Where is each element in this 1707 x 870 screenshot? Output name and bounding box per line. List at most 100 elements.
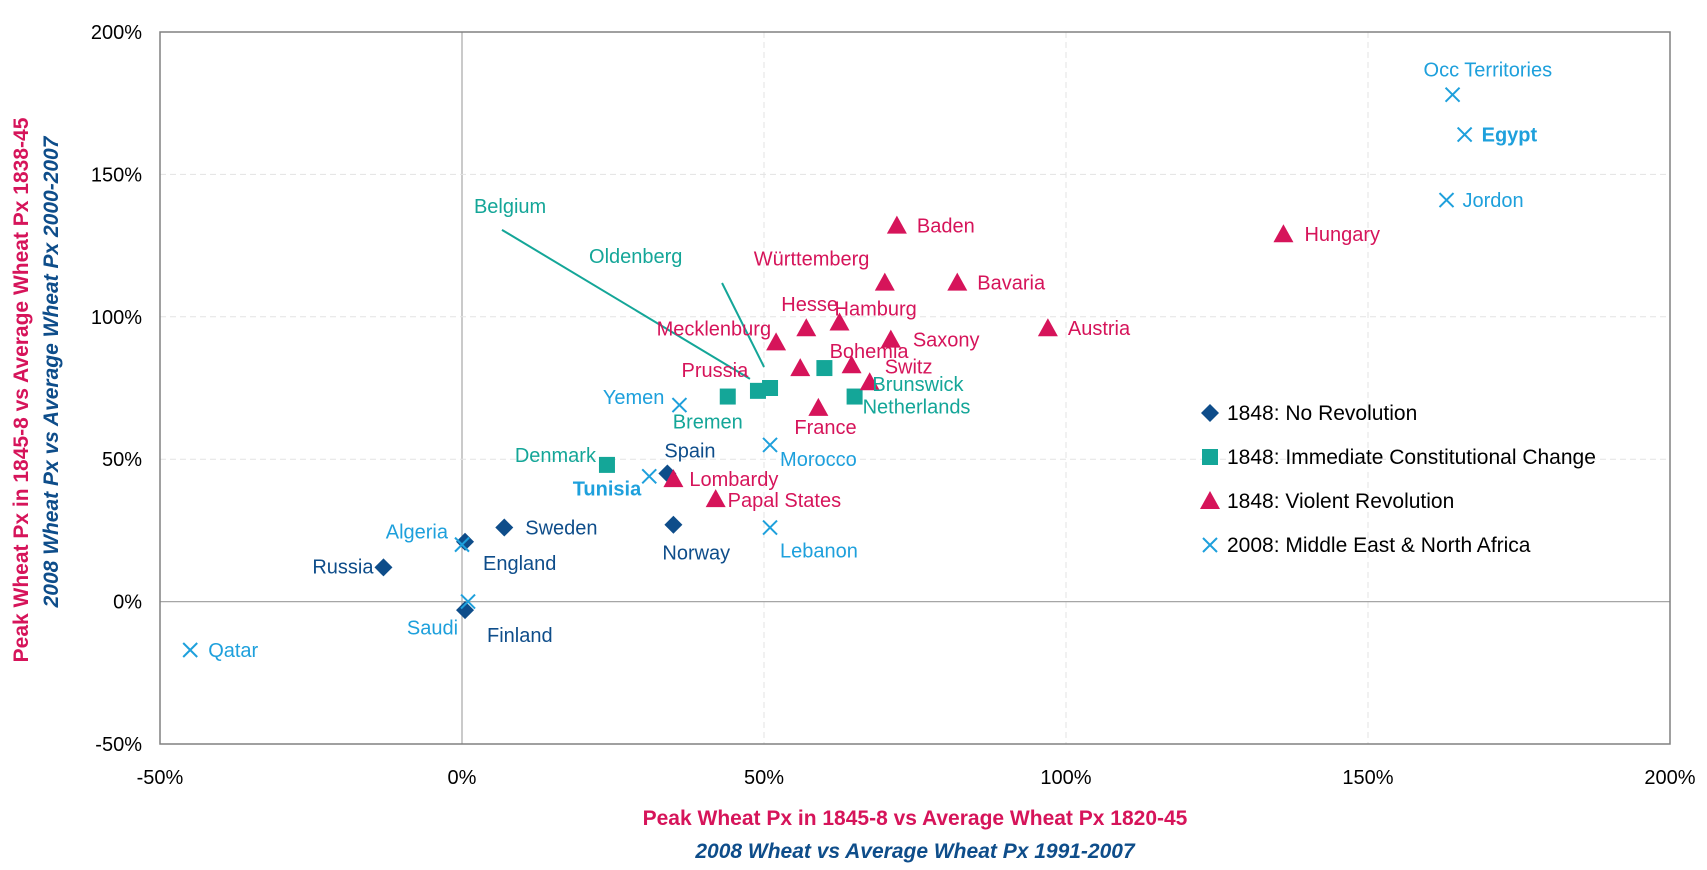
bavaria-label: Bavaria	[977, 273, 1046, 295]
legend-label: 1848: No Revolution	[1227, 402, 1417, 425]
legend-x-icon	[1202, 537, 1218, 553]
bavaria-marker	[947, 272, 968, 291]
bremen-marker	[719, 388, 736, 405]
jordon-label: Jordon	[1463, 190, 1524, 212]
france-marker	[808, 397, 829, 416]
oldenberg-leader-line	[721, 282, 765, 368]
lebanon-label: Lebanon	[780, 541, 858, 563]
legend-triangle-icon	[1200, 491, 1220, 509]
x-tick-label: -50%	[137, 767, 184, 789]
wurttemberg-label: Württemberg	[754, 249, 870, 271]
y-tick-label: 50%	[102, 449, 142, 471]
austria-marker	[1037, 318, 1058, 337]
y-tick-label: 150%	[91, 164, 142, 186]
wurttemberg-marker	[874, 272, 895, 291]
papal-states-label: Papal States	[728, 490, 841, 512]
bohemia-label: Bohemia	[830, 341, 910, 363]
mecklenburg-marker	[766, 332, 787, 351]
france-label: France	[794, 417, 856, 439]
plot-area-border	[159, 31, 1671, 745]
brunswick-label: Brunswick	[872, 374, 964, 396]
netherlands-marker	[846, 388, 863, 405]
y-tick-label: -50%	[95, 734, 142, 756]
x-tick-label: 100%	[1040, 767, 1091, 789]
jordon-marker	[1438, 192, 1455, 208]
mecklenburg-label: Mecklenburg	[657, 318, 772, 340]
algeria-marker	[454, 536, 470, 553]
saxony-marker	[880, 329, 901, 348]
algeria-label: Algeria	[386, 522, 449, 544]
papal-states-marker	[705, 489, 726, 508]
yemen-label: Yemen	[603, 387, 665, 409]
morocco-marker	[762, 437, 778, 453]
occ-territories-label: Occ Territories	[1424, 60, 1553, 82]
bohemia-marker	[841, 355, 862, 374]
russia-label: Russia	[312, 556, 374, 578]
legend-label: 1848: Immediate Constitutional Change	[1227, 446, 1596, 469]
y-axis-title-2008: 2008 Wheat Px vs Average Wheat Px 2000-2…	[40, 135, 63, 608]
hungary-marker	[1273, 224, 1294, 243]
bremen-label: Bremen	[673, 412, 743, 434]
label-leader-lines	[501, 228, 765, 380]
belgium-marker	[749, 382, 766, 399]
lombardy-marker	[663, 469, 684, 488]
russia-marker	[374, 558, 393, 577]
occ-territories-marker	[1444, 86, 1461, 103]
spain-label: Spain	[664, 440, 715, 462]
saudi-marker	[460, 593, 476, 610]
qatar-marker	[182, 642, 198, 658]
hamburg-label: Hamburg	[835, 298, 917, 320]
belgium-leader-line	[501, 228, 751, 380]
finland-marker	[456, 601, 475, 620]
x-axis-title-1848: Peak Wheat Px in 1845-8 vs Average Wheat…	[643, 807, 1188, 830]
austria-label: Austria	[1068, 318, 1131, 340]
legend-item-1848-immediate-constitutional-change: 1848: Immediate Constitutional Change	[1202, 446, 1596, 469]
saudi-label: Saudi	[407, 618, 458, 640]
tunisia-marker	[641, 468, 657, 484]
brunswick-marker	[816, 360, 833, 377]
x-tick-label: 200%	[1644, 767, 1695, 789]
x-tick-label: 0%	[448, 767, 477, 789]
switz-marker	[859, 372, 880, 391]
egypt-label: Egypt	[1482, 125, 1538, 147]
legend-item-1848-violent-revolution: 1848: Violent Revolution	[1200, 490, 1454, 513]
sweden-label: Sweden	[525, 518, 597, 540]
hamburg-marker	[829, 312, 850, 331]
denmark-label: Denmark	[515, 445, 597, 467]
data-point-labels: Russia England Finland Sweden Spain Norway Den…	[208, 60, 1552, 662]
legend-diamond-icon	[1201, 404, 1219, 422]
hesse-label: Hesse	[781, 294, 838, 316]
egypt-marker	[1456, 126, 1473, 143]
baden-marker	[886, 215, 907, 234]
yemen-marker	[671, 397, 688, 413]
finland-label: Finland	[487, 625, 553, 647]
qatar-label: Qatar	[208, 640, 258, 662]
oldenberg-marker	[762, 380, 779, 396]
tunisia-label: Tunisia	[573, 478, 642, 500]
norway-label: Norway	[662, 543, 730, 565]
hesse-marker	[796, 318, 817, 337]
baden-label: Baden	[917, 216, 975, 238]
x-tick-label: 150%	[1342, 767, 1393, 789]
sweden-marker	[495, 518, 514, 537]
prussia-marker	[790, 358, 811, 377]
y-axis-title-1848: Peak Wheat Px in 1845-8 vs Average Wheat…	[10, 117, 33, 662]
oldenberg-label: Oldenberg	[589, 246, 682, 268]
legend-label: 2008: Middle East & North Africa	[1227, 534, 1531, 557]
hungary-label: Hungary	[1304, 224, 1380, 246]
data-markers	[182, 86, 1473, 658]
switz-label: Switz	[885, 356, 933, 378]
legend-item-1848-no-revolution: 1848: No Revolution	[1201, 402, 1417, 425]
lebanon-marker	[762, 519, 778, 536]
england-label: England	[483, 553, 556, 575]
legend-square-icon	[1202, 449, 1218, 465]
legend-item-2008-middle-east-north-africa: 2008: Middle East & North Africa	[1202, 534, 1531, 557]
prussia-label: Prussia	[682, 360, 750, 382]
legend-label: 1848: Violent Revolution	[1227, 490, 1454, 513]
y-tick-label: 0%	[113, 592, 142, 614]
x-tick-label: 50%	[744, 767, 784, 789]
axis-tick-labels: -50% 0% 50% 100% 150% 200% -50% 0% 50% 100% 150% 20…	[91, 22, 1696, 789]
saxony-label: Saxony	[913, 330, 980, 352]
y-tick-label: 100%	[91, 307, 142, 329]
